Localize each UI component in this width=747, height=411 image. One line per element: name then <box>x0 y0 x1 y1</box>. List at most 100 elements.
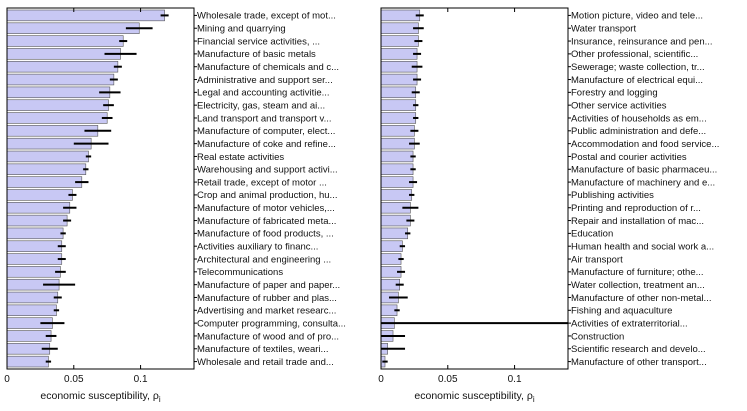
bar <box>380 73 418 86</box>
category-label: Manufacture of paper and paper... <box>197 280 340 291</box>
bar <box>6 22 140 34</box>
bar <box>6 253 63 265</box>
category-label: Retail trade, except of motor ... <box>197 177 327 188</box>
category-label: Water collection, treatment an... <box>571 280 705 291</box>
category-label: Warehousing and support activi... <box>197 165 338 176</box>
x-tick-label: 0.1 <box>508 374 522 385</box>
category-label: Advertising and market researc... <box>197 306 336 317</box>
category-label: Printing and reproduction of r... <box>571 203 701 214</box>
category-label: Administrative and support ser... <box>197 75 333 86</box>
bar <box>6 73 115 86</box>
bar <box>6 60 119 73</box>
category-label: Manufacture of machinery and e... <box>571 177 715 188</box>
bar <box>380 60 418 73</box>
category-label: Water transport <box>571 24 636 35</box>
bar <box>6 99 109 111</box>
bar <box>380 214 411 227</box>
category-label: Manufacture of chemicals and c... <box>197 62 339 73</box>
bar <box>380 253 402 265</box>
category-label: Real estate activities <box>197 152 284 163</box>
category-label: Motion picture, video and tele... <box>571 11 703 22</box>
bar <box>380 35 419 47</box>
category-label: Mining and quarrying <box>197 24 286 35</box>
category-label: Manufacture of motor vehicles,... <box>197 203 335 214</box>
category-label: Manufacture of other non-metal... <box>571 293 711 304</box>
category-label: Land transport and transport v... <box>197 113 331 124</box>
bar <box>6 35 124 47</box>
category-label: Public administration and defe... <box>571 126 706 137</box>
category-label: Legal and accounting activitie... <box>197 88 330 99</box>
bar <box>6 176 83 188</box>
category-label: Manufacture of food products, ... <box>197 229 334 240</box>
left-panel: Wholesale trade, except of mot... Mining … <box>4 7 346 404</box>
category-label: Fishing and aquaculture <box>571 306 672 317</box>
category-label: Repair and installation of mac... <box>571 216 704 227</box>
category-label: Manufacture of fabricated meta... <box>197 216 336 227</box>
bar <box>6 48 121 60</box>
category-label: Telecommunications <box>197 267 283 278</box>
category-label: Wholesale and retail trade and... <box>197 357 334 368</box>
bar <box>6 112 108 124</box>
category-label: Manufacture of computer, elect... <box>197 126 335 137</box>
category-label: Construction <box>571 331 624 342</box>
category-label: Other service activities <box>571 100 667 111</box>
bar <box>6 150 89 163</box>
x-tick-label: 0.05 <box>438 374 458 385</box>
category-label: Activities of extraterritorial... <box>571 318 688 329</box>
category-label: Architectural and engineering ... <box>197 254 331 265</box>
category-label: Manufacture of wood and of pro... <box>197 331 339 342</box>
bar <box>380 22 419 34</box>
axes-frame <box>380 7 569 370</box>
bar <box>380 112 417 124</box>
bar <box>6 202 71 214</box>
category-label: Electricity, gas, steam and ai... <box>197 100 325 111</box>
category-label: Other professional, scientific... <box>571 49 698 60</box>
bar <box>380 86 417 99</box>
bar <box>380 240 403 252</box>
category-label: Accommodation and food service... <box>571 139 719 150</box>
bar <box>380 227 409 240</box>
bar <box>6 266 61 278</box>
bar <box>6 189 73 201</box>
category-label: Manufacture of coke and refine... <box>197 139 336 150</box>
category-label: Financial service activities, ... <box>197 36 320 47</box>
category-label: Sewerage; waste collection, tr... <box>571 62 705 73</box>
category-label: Wholesale trade, except of mot... <box>197 11 336 22</box>
category-label: Air transport <box>571 254 623 265</box>
category-label: Manufacture of other transport... <box>571 357 707 368</box>
category-label: Education <box>571 229 613 240</box>
category-label: Activities of households as em... <box>571 113 707 124</box>
category-label: Manufacture of textiles, weari... <box>197 344 328 355</box>
category-label: Manufacture of electrical equi... <box>571 75 703 86</box>
category-label: Computer programming, consulta... <box>197 318 346 329</box>
bar <box>6 163 87 175</box>
bar <box>6 304 57 317</box>
bar <box>380 9 421 22</box>
bar <box>6 227 64 240</box>
bar <box>6 240 63 252</box>
bar <box>6 214 68 227</box>
x-axis-title: economic susceptibility, ρi <box>414 390 534 404</box>
category-label: Scientific research and develo... <box>571 344 706 355</box>
bar <box>6 330 52 342</box>
x-tick-label: 0.05 <box>64 374 84 385</box>
bar <box>6 125 99 137</box>
bar <box>6 355 49 368</box>
bar <box>380 125 415 137</box>
axes-frame <box>6 7 195 370</box>
category-label: Manufacture of furniture; othe... <box>571 267 704 278</box>
category-label: Publishing activities <box>571 190 654 201</box>
x-tick-label: 0.1 <box>134 374 148 385</box>
category-label: Manufacture of basic metals <box>197 49 316 60</box>
bar <box>380 163 414 175</box>
category-label: Forestry and logging <box>571 88 658 99</box>
x-tick-label: 0 <box>378 374 384 385</box>
bar <box>380 189 413 201</box>
category-label: Insurance, reinsurance and pen... <box>571 36 713 47</box>
bar <box>6 291 59 304</box>
right-panel: Motion picture, video and tele... Water t… <box>378 7 719 404</box>
category-label: Manufacture of basic pharmaceu... <box>571 165 717 176</box>
category-label: Manufacture of rubber and plas... <box>197 293 337 304</box>
bar <box>380 150 414 163</box>
